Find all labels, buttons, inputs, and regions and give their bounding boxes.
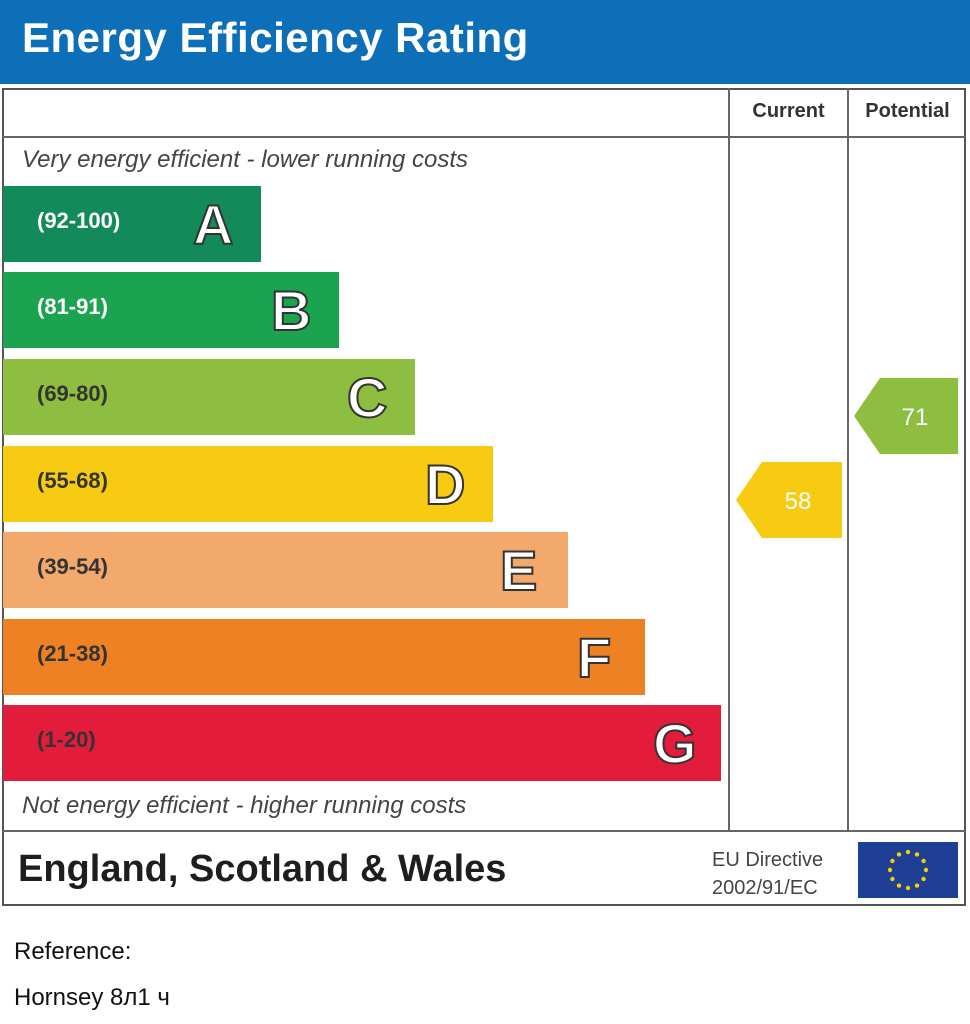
band-a: (92-100) A xyxy=(3,186,261,262)
band-g: (1-20) G xyxy=(3,705,721,781)
band-f: (21-38) F xyxy=(3,619,645,695)
band-range-label: (55-68) xyxy=(37,468,108,493)
potential-arrow-shape xyxy=(854,378,958,454)
band-letter: G xyxy=(652,711,698,776)
eu-directive-line2: 2002/91/EC xyxy=(712,877,818,899)
column-header-current: Current xyxy=(752,100,825,122)
band-d: (55-68) D xyxy=(3,446,493,522)
caption-inefficient: Not energy efficient - higher running co… xyxy=(22,792,467,819)
band-letter: E xyxy=(499,538,538,603)
band-letter: B xyxy=(270,278,312,343)
header-row-divider xyxy=(2,136,966,138)
eu-directive-text: EU Directive 2002/91/EC xyxy=(712,846,823,902)
caption-efficient: Very energy efficient - lower running co… xyxy=(22,146,468,173)
band-letter: A xyxy=(192,192,234,257)
band-range-label: (69-80) xyxy=(37,381,108,406)
reference-label: Reference: xyxy=(14,938,132,965)
band-c: (69-80) C xyxy=(3,359,415,435)
footer-row-divider xyxy=(2,830,966,832)
divider-potential-left xyxy=(847,88,849,832)
band-b: (81-91) B xyxy=(3,272,339,348)
region-label: England, Scotland & Wales xyxy=(18,848,507,890)
band-letter: D xyxy=(424,452,466,517)
current-rating-value: 58 xyxy=(784,488,812,515)
band-e: (39-54) E xyxy=(3,532,568,608)
eu-flag-icon xyxy=(858,842,958,898)
eu-directive-line1: EU Directive xyxy=(712,849,824,871)
current-rating-arrow: 58 xyxy=(736,462,842,538)
band-range-label: (21-38) xyxy=(37,641,108,666)
current-arrow-shape xyxy=(736,462,842,538)
potential-rating-arrow: 71 xyxy=(854,378,958,454)
reference-value: Hornsey 8л1 ч xyxy=(14,984,170,1011)
header-bar: Energy Efficiency Rating xyxy=(0,0,970,84)
potential-rating-value: 71 xyxy=(901,404,929,431)
band-range-label: (1-20) xyxy=(37,727,96,752)
band-range-label: (92-100) xyxy=(37,208,121,233)
divider-current-left xyxy=(728,88,730,832)
band-letter: F xyxy=(576,625,612,690)
band-range-label: (39-54) xyxy=(37,554,108,579)
band-letter: C xyxy=(346,365,388,430)
band-range-label: (81-91) xyxy=(37,294,108,319)
chart-title: Energy Efficiency Rating xyxy=(22,14,529,61)
column-header-potential: Potential xyxy=(865,100,950,122)
